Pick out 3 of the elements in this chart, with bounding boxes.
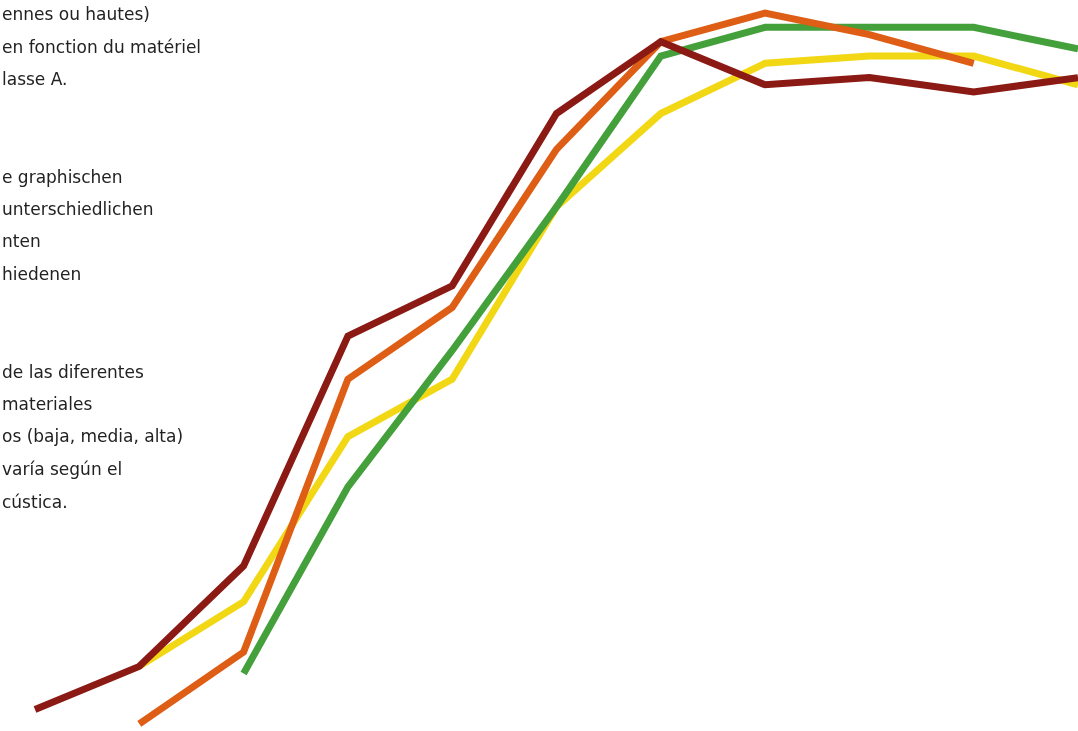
annotation: e graphischen unterschiedlichen nten hiedenen: [2, 167, 154, 284]
annotation: ennes ou hautes) en fonction du matériel lasse A.: [2, 4, 202, 89]
annotation: de las diferentes materiales os (baja, media, alta) varía según el cústica.: [2, 362, 184, 512]
